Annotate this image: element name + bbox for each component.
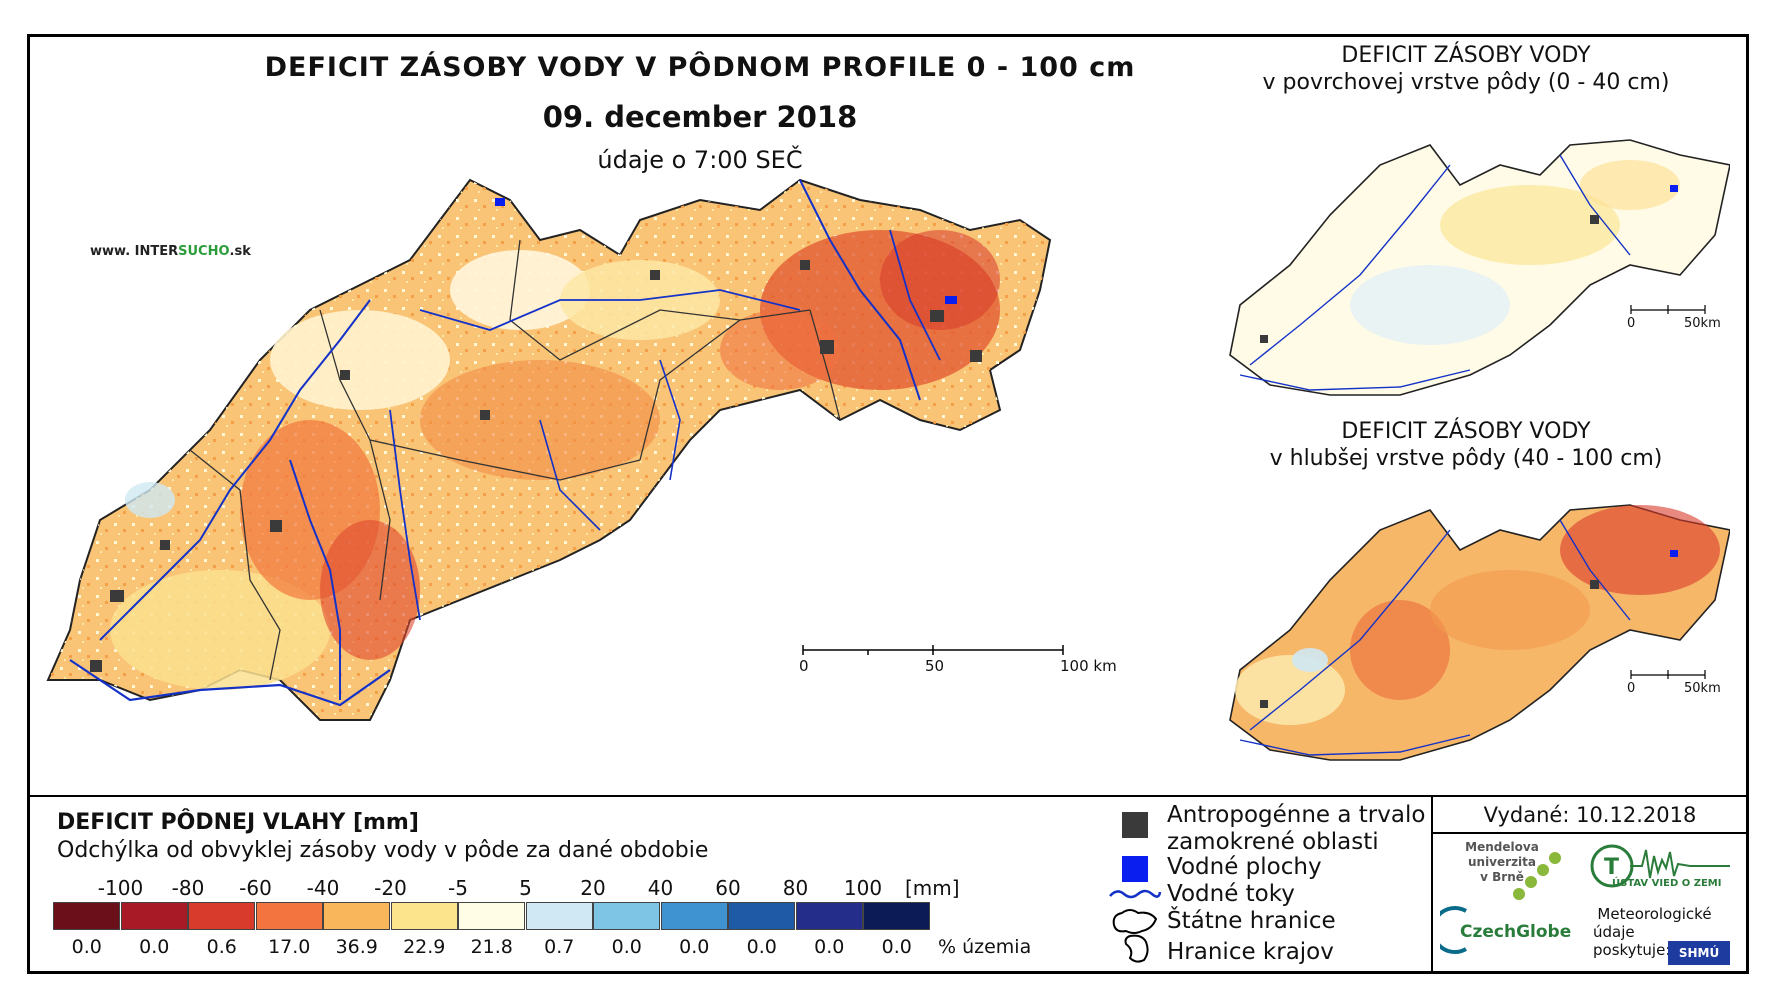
inset-top-title: DEFICIT ZÁSOBY VODY v povrchovej vrstve … [1262,43,1670,95]
issued-date: Vydané: 10.12.2018 [1483,803,1697,827]
issued-divider [1431,832,1749,834]
legend-unit: [mm] [905,876,960,900]
legend-tick: 20 [580,876,606,900]
legend-percentage: 22.9 [403,936,446,958]
legend-swatch [660,902,728,930]
mendel-logo-text: Mendelova univerzita v Brně [1465,840,1539,884]
czechglobe-logo-icon [1440,906,1468,954]
map-title: DEFICIT ZÁSOBY VODY V PÔDNOM PROFILE 0 -… [264,52,1136,83]
inset-bottom-scale-bar [1630,670,1706,679]
legend-percentage: 36.9 [335,936,378,958]
legend-swatch [525,902,593,930]
svg-text:T: T [1604,855,1619,880]
meteo-provider-text: Meteorologické údaje poskytuje: [1593,905,1712,959]
legend-tick: 5 [519,876,532,900]
issued-panel [1431,797,1749,972]
legend-swatch [53,902,120,930]
legend-swatch [255,902,323,930]
legend-title: DEFICIT PÔDNEJ VLAHY [mm] [57,810,419,835]
legend-percentage: 0.0 [814,936,845,958]
legend-percentage: 0.6 [206,936,237,958]
inset-bottom-scale-0: 0 [1627,681,1636,696]
mendel-logo-icon [1513,852,1561,900]
inset-bottom-scale-50: 50km [1684,681,1721,696]
anthropogenic-symbol [1122,812,1148,838]
intersucho-logo: www. INTERSUCHO.sk [90,244,251,259]
legend-percentage: 0.0 [746,936,777,958]
legend-tick: -20 [374,876,407,900]
legend-tick: -80 [171,876,205,900]
legend-swatch [795,902,863,930]
legend-swatch [863,902,930,930]
legend-subtitle: Odchýlka od obvyklej zásoby vody v pôde … [57,838,709,863]
legend-tick: 80 [782,876,809,900]
legend-panel [27,795,1749,974]
inset-top-scale-bar [1630,305,1706,314]
legend-tick: 60 [715,876,741,900]
main-map [46,178,1052,721]
legend-percentage: 0.7 [544,936,575,958]
legend-tick: 100 [843,876,883,900]
czechglobe-logo-text: CzechGlobe [1460,922,1572,942]
inset-bottom-title: DEFICIT ZÁSOBY VODY v hlubšej vrstve pôd… [1269,419,1663,471]
legend-tick: -60 [239,876,272,900]
inset-top-scale-0: 0 [1627,316,1636,331]
region-border-symbol [1124,934,1149,963]
water-bodies-symbol [1122,856,1148,882]
inset-bottom-map [1229,504,1730,761]
legend-swatch [458,902,525,930]
legend-tick: -5 [448,876,468,900]
legend-swatch [323,902,390,930]
legend-tick: -40 [306,876,340,900]
main-scale-bar [802,645,1064,655]
legend-percentage: 21.8 [470,936,513,958]
state-border-label: Štátne hranice [1167,908,1336,934]
water-courses-label: Vodné toky [1167,881,1295,907]
legend-percent-unit: % územia [938,936,1032,958]
map-date: 09. december 2018 [542,100,858,134]
main-scale-100: 100 km [1060,657,1117,675]
legend-swatch [390,902,458,930]
inset-top-scale-50: 50km [1684,316,1721,331]
region-border-label: Hranice krajov [1167,939,1334,965]
legend-tick: -100 [97,876,144,900]
legend-percentage: 0.0 [679,936,710,958]
shmu-logo: SHMÚ [1668,941,1730,965]
uvgz-logo-icon: T [1590,844,1730,888]
legend-percentage: 17.0 [268,936,311,958]
inset-top-map [1229,139,1730,396]
legend-percentage: 0.0 [611,936,642,958]
legend-swatch [120,902,188,930]
water-bodies-label: Vodné plochy [1167,854,1322,880]
water-courses-symbol [1109,889,1162,899]
anthropogenic-label: Antropogénne a trvalo zamokrené oblasti [1167,802,1426,855]
legend-swatch [188,902,255,930]
legend-percentage: 0.0 [139,936,170,958]
uvgz-logo-text: ÚSTAV VIED O ZEMI [1612,878,1722,889]
legend-percentage: 0.0 [881,936,912,958]
legend-swatch [593,902,660,930]
main-scale-0: 0 [799,657,809,675]
state-border-symbol [1112,909,1158,934]
legend-swatch [728,902,795,930]
map-time: údaje o 7:00 SEČ [597,146,803,174]
legend-percentage: 0.0 [71,936,102,958]
main-scale-50: 50 [925,657,945,675]
legend-tick: 40 [647,876,674,900]
